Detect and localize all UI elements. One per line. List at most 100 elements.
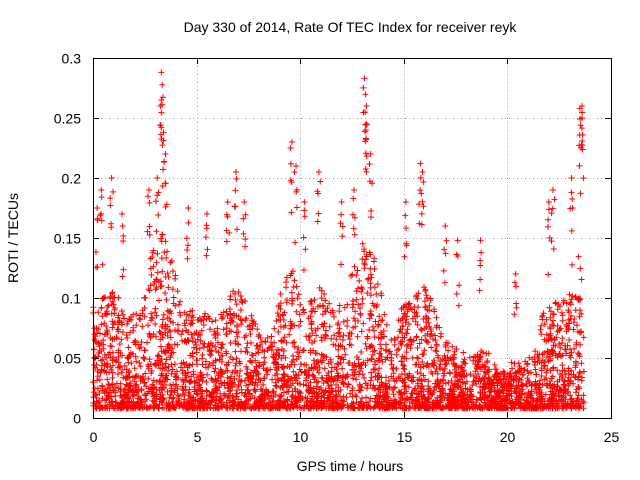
peak-point [108, 175, 115, 181]
data-point [131, 365, 138, 372]
data-point [368, 274, 375, 281]
data-point [559, 403, 566, 410]
data-point [107, 295, 114, 302]
data-point [348, 342, 355, 349]
data-point [566, 291, 573, 298]
data-point [232, 296, 239, 303]
data-point [576, 353, 583, 360]
data-point [93, 339, 100, 346]
data-point [91, 362, 98, 369]
data-point [283, 279, 290, 286]
data-point [436, 404, 443, 411]
data-point [107, 195, 114, 202]
data-point [573, 360, 580, 367]
data-point [168, 361, 175, 368]
data-point [295, 397, 302, 404]
data-point [99, 261, 106, 268]
data-point [280, 337, 287, 344]
peak-point [293, 163, 300, 169]
data-point [439, 403, 446, 410]
data-point [158, 370, 165, 377]
data-point [238, 296, 245, 303]
data-point [282, 377, 289, 384]
data-point [119, 352, 126, 359]
data-point [178, 331, 185, 338]
data-point [288, 375, 295, 382]
data-point [411, 303, 418, 310]
data-point [409, 390, 416, 397]
data-point [426, 395, 433, 402]
data-point [162, 290, 169, 297]
x-tick-label: 20 [500, 429, 516, 445]
data-point [340, 332, 347, 339]
data-point [223, 320, 230, 327]
data-point [157, 336, 164, 343]
data-point [147, 282, 154, 289]
data-point [226, 388, 233, 395]
data-point [349, 211, 356, 218]
data-point [355, 356, 362, 363]
y-tick-label: 0.15 [54, 231, 81, 247]
data-point [359, 395, 366, 402]
data-point [165, 308, 172, 315]
data-point [144, 339, 151, 346]
data-point [159, 81, 166, 88]
data-point [559, 367, 566, 374]
data-point [340, 356, 347, 363]
data-point [223, 362, 230, 369]
data-point [232, 187, 239, 194]
data-point [449, 354, 456, 361]
data-point [133, 358, 140, 365]
data-point [170, 300, 177, 307]
data-point [371, 284, 378, 291]
data-point [124, 320, 131, 327]
data-point [429, 405, 436, 412]
data-point [554, 367, 561, 374]
data-point [441, 246, 448, 253]
data-point [240, 230, 247, 237]
data-point [265, 401, 272, 408]
data-point [228, 373, 235, 380]
data-point [120, 266, 127, 273]
data-point [563, 350, 570, 357]
data-point [414, 369, 421, 376]
data-point [198, 327, 205, 334]
data-point [119, 222, 126, 229]
data-point [110, 294, 117, 301]
data-point [556, 303, 563, 310]
data-point [576, 385, 583, 392]
data-point [524, 399, 531, 406]
data-point [100, 294, 107, 301]
data-point [195, 316, 202, 323]
data-point [509, 404, 516, 411]
data-point [333, 393, 340, 400]
data-point [419, 359, 426, 366]
data-point [247, 395, 254, 402]
data-point [442, 361, 449, 368]
data-point [99, 383, 106, 390]
data-point [339, 223, 346, 230]
data-point [513, 283, 520, 290]
data-point [416, 340, 423, 347]
data-point [526, 354, 533, 361]
data-point [393, 351, 400, 358]
data-point [190, 405, 197, 412]
data-point [546, 206, 553, 213]
data-point [420, 363, 427, 370]
data-point [340, 393, 347, 400]
data-point [414, 354, 421, 361]
data-point [163, 201, 170, 208]
data-point [568, 189, 575, 196]
data-point [559, 317, 566, 324]
data-point [110, 188, 117, 195]
peak-point [419, 169, 426, 175]
data-point [457, 393, 464, 400]
data-point [314, 393, 321, 400]
data-point [146, 331, 153, 338]
data-point [344, 323, 351, 330]
data-point [424, 339, 431, 346]
data-point [115, 314, 122, 321]
data-point [164, 332, 171, 339]
data-point [447, 404, 454, 411]
data-point [274, 398, 281, 405]
